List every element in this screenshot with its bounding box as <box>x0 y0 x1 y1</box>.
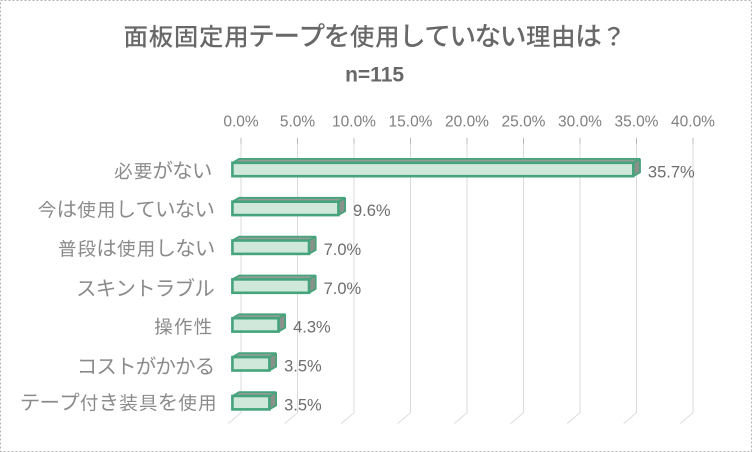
svg-text:7.0%: 7.0% <box>324 241 362 259</box>
svg-text:35.0%: 35.0% <box>615 114 659 131</box>
svg-text:10.0%: 10.0% <box>332 114 376 131</box>
svg-text:4.3%: 4.3% <box>293 319 331 337</box>
svg-text:9.6%: 9.6% <box>353 202 391 220</box>
svg-text:7.0%: 7.0% <box>324 280 362 298</box>
svg-text:0.0%: 0.0% <box>223 114 259 131</box>
svg-text:30.0%: 30.0% <box>558 114 602 131</box>
svg-text:n=115: n=115 <box>345 63 404 86</box>
svg-text:20.0%: 20.0% <box>445 114 489 131</box>
svg-text:3.5%: 3.5% <box>284 358 322 376</box>
svg-text:3.5%: 3.5% <box>284 397 322 415</box>
svg-text:15.0%: 15.0% <box>389 114 433 131</box>
svg-text:5.0%: 5.0% <box>280 114 316 131</box>
svg-text:25.0%: 25.0% <box>502 114 546 131</box>
svg-text:35.7%: 35.7% <box>648 163 695 181</box>
svg-text:40.0%: 40.0% <box>671 114 715 131</box>
